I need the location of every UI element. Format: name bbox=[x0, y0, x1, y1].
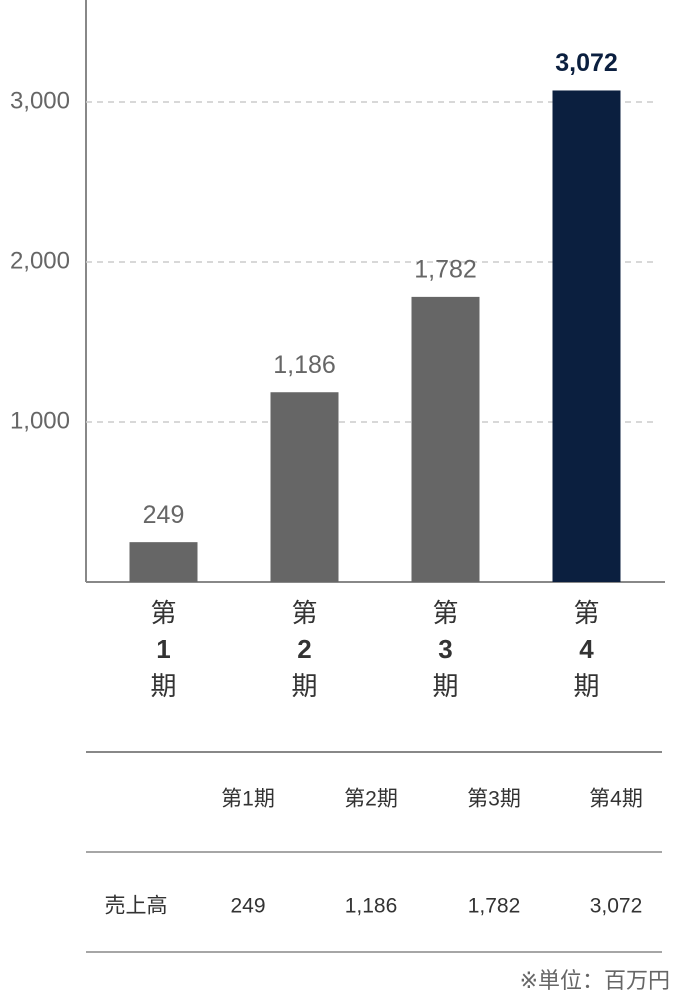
y-tick-label: 2,000 bbox=[10, 247, 70, 274]
table-cell: 3,072 bbox=[590, 895, 643, 918]
x-tick-label: 第 bbox=[432, 598, 458, 628]
y-tick-label: 1,000 bbox=[10, 407, 70, 434]
table-header: 第4期 bbox=[589, 788, 643, 811]
value-label: 3,072 bbox=[555, 49, 618, 77]
x-tick-label: 3 bbox=[438, 634, 452, 664]
table-cell: 249 bbox=[230, 895, 265, 918]
table-header: 第3期 bbox=[467, 788, 521, 811]
bar bbox=[552, 90, 621, 582]
x-tick-label: 第 bbox=[573, 598, 599, 628]
table-cell: 1,186 bbox=[345, 895, 398, 918]
x-tick-label: 第 bbox=[291, 598, 317, 628]
value-label: 1,186 bbox=[273, 351, 336, 379]
bar bbox=[411, 296, 480, 582]
bar bbox=[129, 542, 198, 582]
x-tick-label: 期 bbox=[432, 671, 458, 701]
x-tick-label: 4 bbox=[579, 634, 594, 664]
x-tick-label: 期 bbox=[291, 671, 317, 701]
x-tick-label: 1 bbox=[156, 634, 170, 664]
table-header: 第2期 bbox=[344, 788, 398, 811]
unit-note: ※単位：百万円 bbox=[520, 968, 670, 993]
y-tick-label: 3,000 bbox=[10, 87, 70, 114]
table-header: 第1期 bbox=[221, 788, 275, 811]
bar bbox=[270, 392, 339, 582]
x-tick-label: 第 bbox=[150, 598, 176, 628]
x-tick-label: 2 bbox=[297, 634, 311, 664]
x-tick-label: 期 bbox=[573, 671, 599, 701]
value-label: 1,782 bbox=[414, 255, 477, 283]
value-label: 249 bbox=[143, 501, 185, 529]
x-tick-label: 期 bbox=[150, 671, 176, 701]
row-label: 売上高 bbox=[105, 895, 168, 918]
table-cell: 1,782 bbox=[468, 895, 521, 918]
